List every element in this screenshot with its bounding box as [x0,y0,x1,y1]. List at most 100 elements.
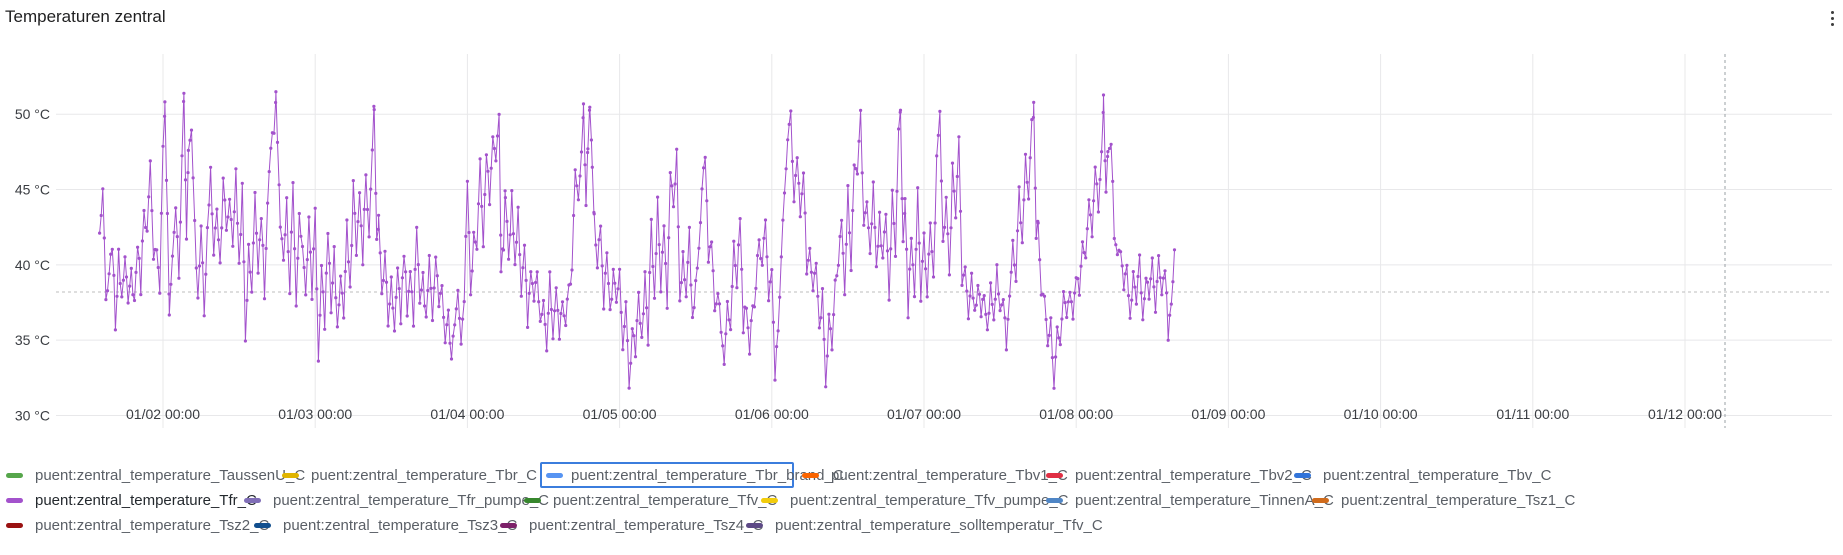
data-point [576,198,581,202]
data-point [1168,313,1172,317]
data-point [765,255,769,259]
kebab-menu-icon[interactable] [1821,5,1843,31]
data-point [337,303,341,307]
data-point [278,225,282,229]
legend-item[interactable]: puent:zentral_temperature_Tfv_C [520,487,781,513]
legend-item[interactable]: puent:zentral_temperature_TaussenU_C [2,462,309,488]
data-point [511,232,515,236]
data-point [362,207,366,211]
data-point [635,319,639,323]
data-point [779,255,783,259]
data-point [622,324,627,329]
data-point [307,215,311,219]
legend-item[interactable]: puent:zentral_temperature_TinnenA_C [1042,487,1338,513]
data-point [965,289,969,293]
data-point [702,166,706,170]
data-point [754,286,758,290]
data-point [695,266,699,270]
data-point [683,278,687,282]
legend-item[interactable]: puent:zentral_temperature_Tfr_C [2,487,261,513]
data-point [274,100,278,105]
legend-item[interactable]: puent:zentral_temperature_Tsz4_C [496,512,767,538]
data-point [140,239,144,243]
data-point [862,223,866,227]
data-point [115,294,119,298]
data-point [846,184,850,188]
data-point [128,284,132,288]
data-point [981,297,985,301]
data-point [866,226,871,230]
legend-item[interactable]: puent:zentral_temperature_Tbv1_C [798,462,1072,488]
data-point [911,263,915,267]
legend-item[interactable]: puent:zentral_temperature_Tbv_C [1290,462,1555,488]
data-point [597,238,601,242]
legend: puent:zentral_temperature_TaussenU_C puen… [0,462,1843,555]
data-point [150,209,154,213]
data-point [773,378,777,382]
data-point [838,234,842,239]
data-point [105,289,110,293]
data-point [987,311,991,315]
data-point [275,140,280,144]
data-point [451,334,455,338]
legend-item[interactable]: puent:zentral_temperature_Tsz2_C [2,512,273,538]
data-point [503,189,507,193]
data-point [495,134,500,138]
data-point [710,240,714,244]
data-point [102,236,106,240]
legend-item[interactable]: puent:zentral_temperature_Tbv2_C [1042,462,1316,488]
legend-item[interactable]: puent:zentral_temperature_Tfr_pumpe_C [240,487,553,513]
data-point [706,260,711,264]
data-point [472,230,476,234]
legend-item[interactable]: puent:zentral_temperature_Tbr_C [278,462,541,488]
data-point [109,252,113,256]
legend-item[interactable]: puent:zentral_temperature_Tfv_pumpe_C [757,487,1073,513]
data-point [1049,316,1053,320]
data-point [1111,179,1115,183]
data-point [521,266,525,270]
data-point [954,216,958,220]
data-point [534,280,538,285]
data-point [223,198,227,202]
data-point [1161,276,1165,280]
data-point [557,337,562,341]
data-point [760,263,764,267]
data-point [514,240,519,244]
data-point [101,187,105,191]
data-point [868,252,872,256]
data-point [1015,229,1020,233]
legend-item[interactable]: puent:zentral_temperature_Tsz1_C [1308,487,1579,513]
data-point [686,260,690,264]
data-point [1080,240,1085,244]
data-point [283,233,287,237]
legend-item[interactable]: puent:zentral_temperature_solltemperatur… [742,512,1107,538]
data-point [497,112,501,116]
data-point [541,298,546,303]
data-point [625,339,630,343]
y-tick-label: 40 °C [15,257,50,273]
data-point [551,337,555,341]
legend-item[interactable]: puent:zentral_temperature_Tbr_brand_C [540,462,844,488]
data-point [163,100,167,104]
data-point [771,320,776,324]
data-point [841,251,845,255]
data-point [342,316,346,320]
data-point [659,290,663,294]
data-point [182,91,186,95]
data-point [329,311,333,315]
data-point [405,314,409,318]
data-point [129,266,133,270]
data-point [828,327,833,331]
data-point [736,243,741,247]
data-point [262,297,267,301]
data-point [984,312,988,316]
legend-item[interactable]: puent:zentral_temperature_Tsz3_C [250,512,521,538]
time-series-chart[interactable]: 30 °C 35 °C 40 °C 45 °C 50 °C 01/02 00:00 01/0… [0,36,1843,460]
x-tick-label: 01/05 00:00 [583,406,657,422]
data-point [974,303,978,307]
data-point [741,331,745,335]
data-point [416,263,420,267]
data-point [1012,263,1017,267]
data-point [136,245,140,249]
data-point [930,250,934,254]
